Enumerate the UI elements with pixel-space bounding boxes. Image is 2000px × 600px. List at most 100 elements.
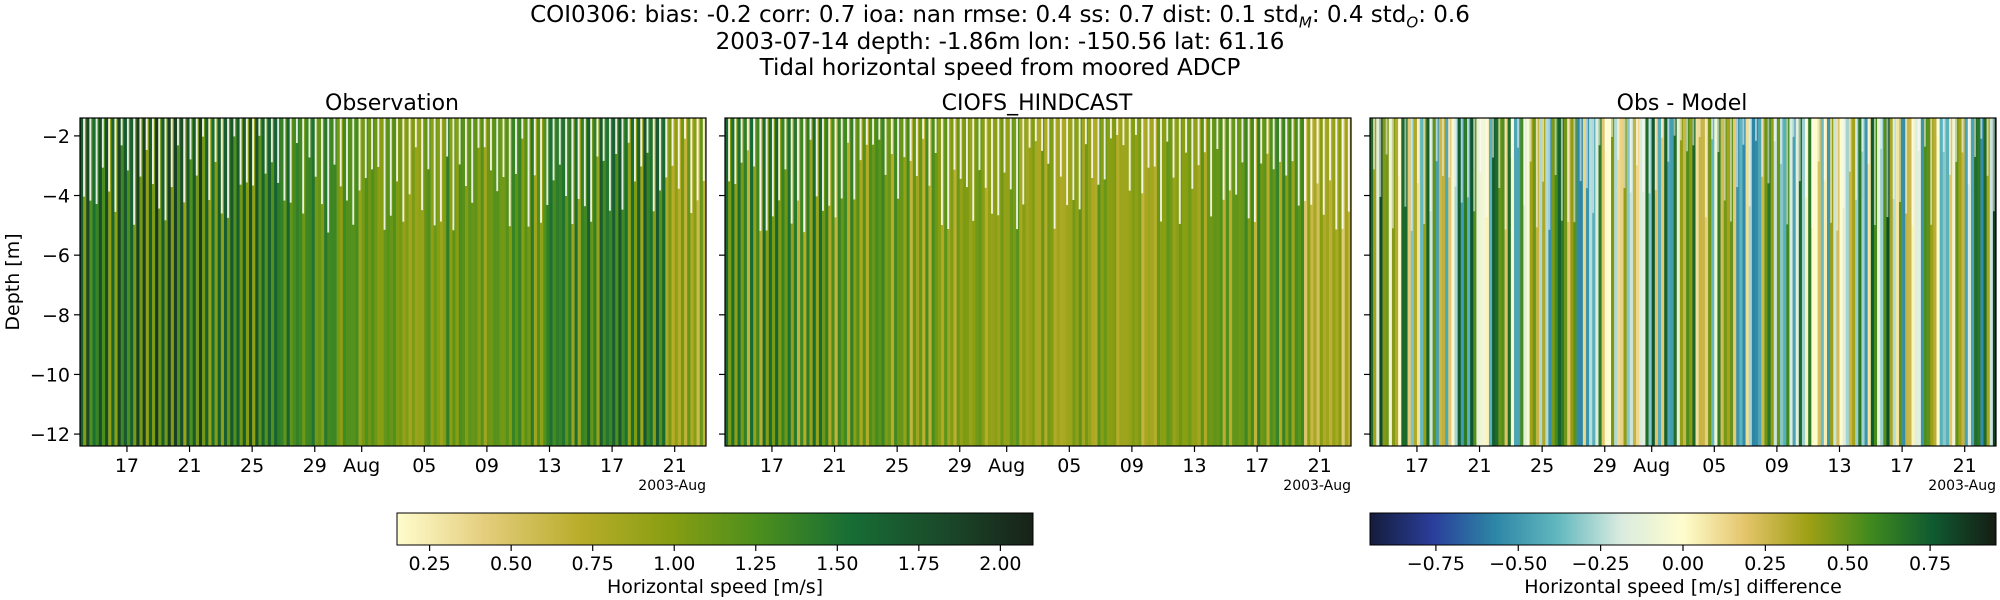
heatmap-missing-cell [1222,118,1225,200]
heatmap-column [1319,118,1324,446]
heatmap-column [1322,118,1327,446]
heatmap-column [1275,118,1280,446]
heatmap-column [1877,118,1881,446]
heatmap-column [486,118,491,446]
heatmap-missing-cell [1648,118,1651,194]
heatmap-column [928,118,932,446]
heatmap-column [571,118,575,446]
x-tick-label: 17 [1405,455,1429,477]
colorbar-tick-label: 0.50 [1827,553,1869,575]
heatmap-column [1219,118,1223,446]
heatmap-missing-cell [1448,118,1451,178]
heatmap-column [756,118,760,446]
heatmap-column [1022,118,1026,446]
heatmap-missing-cell [596,118,599,157]
heatmap-missing-cell [408,118,411,195]
heatmap-column [1889,118,1894,446]
heatmap-column [781,118,785,446]
heatmap-column [1786,118,1790,446]
heatmap-column [311,118,316,446]
heatmap-column [1626,118,1631,446]
heatmap-missing-cell [1936,118,1939,137]
heatmap-column [1880,118,1884,446]
colorbar-speed-label: Horizontal speed [m/s] [607,576,823,598]
heatmap-missing-cell [1905,118,1908,214]
heatmap-column [1398,118,1402,446]
heatmap-column [1175,118,1180,446]
heatmap-column [662,118,666,446]
heatmap-column [1376,118,1380,446]
heatmap-column [1269,118,1274,446]
heatmap-column [424,118,428,446]
heatmap-column [1604,118,1609,446]
heatmap-missing-cell [1798,118,1801,182]
heatmap-missing-cell [1235,118,1238,195]
heatmap-missing-cell [452,118,455,231]
heatmap-column [1949,118,1953,446]
heatmap-column [1579,118,1584,446]
heatmap-missing-cell [327,118,330,233]
heatmap-column [812,118,817,446]
heatmap-column [1670,118,1674,446]
colorbar-difference: −0.75 −0.50 −0.25 0.00 0.25 0.50 0.75 Horizont… [1369,512,1997,598]
heatmap-column [608,118,613,446]
heatmap-column [621,118,625,446]
heatmap-missing-cell [414,118,417,148]
heatmap-column [1504,118,1509,446]
heatmap-column [1282,118,1286,446]
heatmap-column [1661,118,1665,446]
heatmap-column [1654,118,1659,446]
heatmap-missing-cell [1272,118,1275,170]
heatmap-column [1592,118,1596,446]
heatmap-column [1088,118,1092,446]
heatmap-column [1689,118,1693,446]
heatmap-missing-cell [796,118,799,201]
colorbar-tick-label: 0.75 [1909,553,1951,575]
heatmap-column [825,118,829,446]
heatmap-column [167,118,172,446]
heatmap-column [1335,118,1339,446]
heatmap-column [490,118,494,446]
heatmap-column [1457,118,1462,446]
heatmap-missing-cell [1817,118,1820,162]
heatmap-column [324,118,328,446]
heatmap-column [1761,118,1765,446]
heatmap-missing-cell [1410,118,1413,231]
heatmap-missing-cell [308,118,311,158]
heatmap-missing-cell [283,118,286,201]
heatmap-column [618,118,622,446]
heatmap-missing-cell [508,118,511,227]
heatmap-column [590,118,594,446]
heatmap-column [1964,118,1969,446]
heatmap-column [865,118,870,446]
heatmap-column [962,118,967,446]
heatmap-missing-cell [640,118,643,167]
heatmap-column [1992,118,1997,446]
heatmap-column [299,118,303,446]
heatmap-missing-cell [1836,118,1839,231]
heatmap-column [1373,118,1377,446]
heatmap-missing-cell [1986,118,1989,176]
heatmap-missing-cell [352,118,355,225]
heatmap-missing-cell [1861,118,1864,152]
heatmap-column [1492,118,1496,446]
heatmap-column [114,118,118,446]
x-offset-label-observation: 2003-Aug [638,478,706,494]
heatmap-column [1391,118,1396,446]
heatmap-column [393,118,397,446]
heatmap-missing-cell [953,118,956,170]
heatmap-column [1520,118,1524,446]
heatmap-column [1908,118,1912,446]
heatmap-column [627,118,632,446]
heatmap-column [1905,118,1909,446]
heatmap-column [878,118,882,446]
heatmap-column [1529,118,1534,446]
heatmap-missing-cell [1498,118,1501,189]
heatmap-missing-cell [1823,118,1826,181]
heatmap-column [1213,118,1217,446]
heatmap-column [1247,118,1252,446]
heatmap-missing-cell [790,118,793,224]
heatmap-missing-cell [333,118,336,165]
heatmap-missing-cell [258,118,261,136]
heatmap-column [731,118,735,446]
